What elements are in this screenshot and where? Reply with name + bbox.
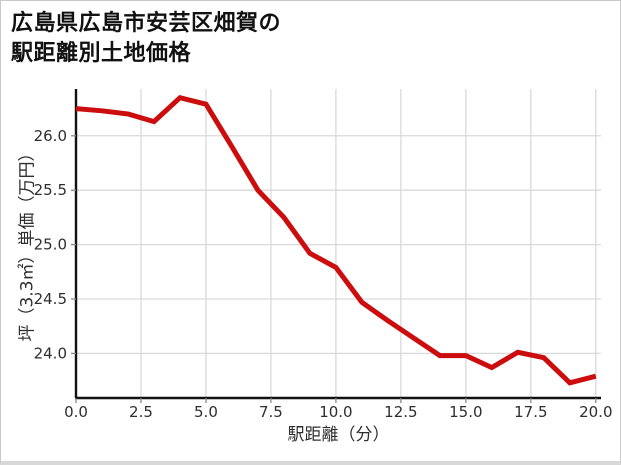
price-line-series	[75, 94, 597, 386]
x-tick-label: 15.0	[449, 403, 482, 421]
x-axis-label: 駅距離（分）	[287, 425, 390, 445]
x-tick-label: 5.0	[194, 403, 218, 421]
x-tick-label: 17.5	[514, 403, 547, 421]
chart-title: 広島県広島市安芸区畑賀の 駅距離別土地価格	[11, 9, 281, 69]
x-tick-label: 2.5	[129, 403, 153, 421]
x-tick-label: 12.5	[384, 403, 417, 421]
y-tick-label: 25.0	[34, 236, 67, 254]
x-tick-label: 10.0	[319, 403, 352, 421]
x-tick-label: 7.5	[259, 403, 283, 421]
chart-title-line1: 広島県広島市安芸区畑賀の	[11, 11, 282, 36]
y-tick-label: 24.5	[34, 290, 67, 308]
x-tick-label: 20.0	[579, 403, 612, 421]
x-tick-label: 0.0	[64, 403, 88, 421]
chart-title-line2: 駅距離別土地価格	[11, 41, 192, 66]
y-axis-label: 坪（3.3㎡）単価（万円）	[17, 144, 38, 342]
y-tick-label: 25.5	[34, 181, 67, 199]
y-tick-label: 26.0	[34, 127, 67, 145]
y-tick-label: 24.0	[34, 344, 67, 362]
